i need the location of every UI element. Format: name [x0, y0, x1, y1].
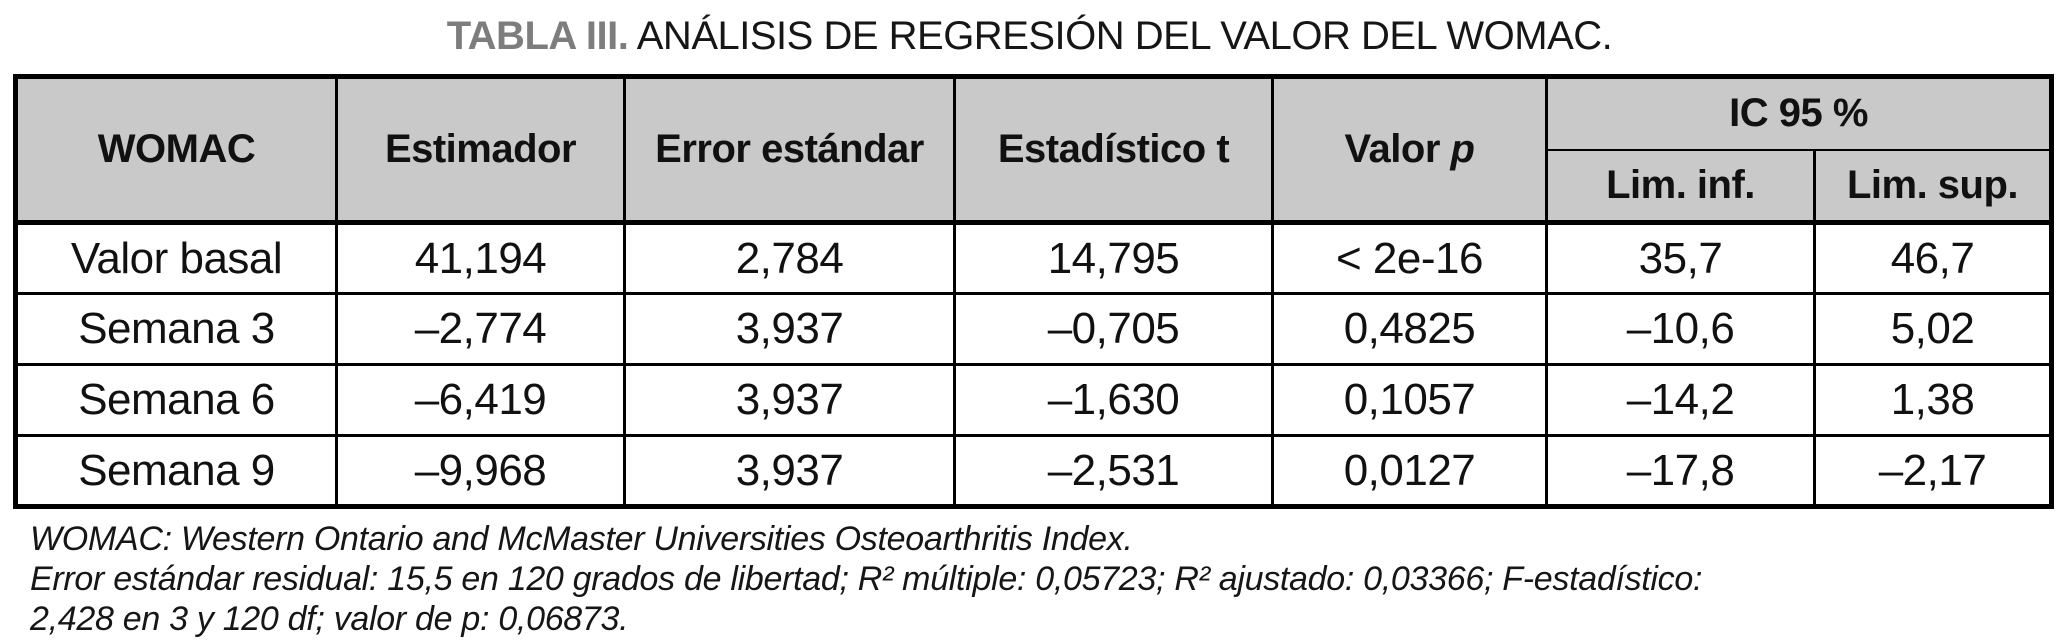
col-header-womac: WOMAC	[14, 75, 338, 224]
cell-estimador: 41,194	[335, 220, 626, 295]
col-header-lim-sup: Lim. sup.	[1812, 148, 2054, 224]
cell-lim-inf: –17,8	[1545, 434, 1816, 508]
table-title-label: TABLA III.	[446, 14, 629, 58]
table-row-valor-basal: Valor basal 41,194 2,784 14,795 < 2e-16 …	[14, 220, 2054, 295]
footnote-line-1: WOMAC: Western Ontario and McMaster Univ…	[30, 520, 1133, 558]
table-row-semana-9: Semana 9 –9,968 3,937 –2,531 0,0127 –17,…	[14, 434, 2054, 508]
cell-error-estandar: 3,937	[623, 292, 956, 366]
paper-table-page: TABLA III. ANÁLISIS DE REGRESIÓN DEL VAL…	[0, 13, 2059, 640]
row-label: Valor basal	[14, 220, 338, 295]
cell-valor-p: 0,4825	[1271, 292, 1548, 366]
cell-error-estandar: 3,937	[623, 363, 956, 437]
table-footnotes: WOMAC: Western Ontario and McMaster Univ…	[30, 519, 2059, 639]
col-header-estimador: Estimador	[335, 75, 626, 224]
table-row-semana-6: Semana 6 –6,419 3,937 –1,630 0,1057 –14,…	[14, 363, 2054, 437]
cell-lim-inf: –10,6	[1545, 292, 1816, 366]
valor-p-prefix: Valor	[1344, 127, 1441, 171]
cell-estimador: –9,968	[335, 434, 626, 508]
cell-estadistico-t: –0,705	[953, 292, 1274, 366]
cell-lim-inf: –14,2	[1545, 363, 1816, 437]
cell-lim-sup: 46,7	[1812, 220, 2054, 295]
col-header-estadistico-t: Estadístico t	[953, 75, 1274, 224]
cell-estadistico-t: –1,630	[953, 363, 1274, 437]
footnote-line-3: 2,428 en 3 y 120 df; valor de p: 0,06873…	[30, 600, 629, 638]
row-label: Semana 6	[14, 363, 338, 437]
cell-estadistico-t: 14,795	[953, 220, 1274, 295]
cell-valor-p: < 2e-16	[1271, 220, 1548, 295]
cell-lim-inf: 35,7	[1545, 220, 1816, 295]
col-header-error-estandar: Error estándar	[623, 75, 956, 224]
cell-valor-p: 0,0127	[1271, 434, 1548, 508]
table-body: Valor basal 41,194 2,784 14,795 < 2e-16 …	[14, 220, 2054, 508]
cell-lim-sup: 1,38	[1812, 363, 2054, 437]
cell-lim-sup: 5,02	[1812, 292, 2054, 366]
col-header-lim-inf: Lim. inf.	[1545, 148, 1816, 224]
cell-valor-p: 0,1057	[1271, 363, 1548, 437]
valor-p-variable: p	[1450, 127, 1475, 171]
table-header: WOMAC Estimador Error estándar Estadísti…	[14, 75, 2054, 224]
cell-estadistico-t: –2,531	[953, 434, 1274, 508]
table-title-text: ANÁLISIS DE REGRESIÓN DEL VALOR DEL WOMA…	[636, 14, 1613, 58]
row-label: Semana 3	[14, 292, 338, 366]
cell-lim-sup: –2,17	[1812, 434, 2054, 508]
table-row-semana-3: Semana 3 –2,774 3,937 –0,705 0,4825 –10,…	[14, 292, 2054, 366]
footnote-line-2: Error estándar residual: 15,5 en 120 gra…	[30, 560, 1703, 598]
cell-error-estandar: 3,937	[623, 434, 956, 508]
col-header-ic95: IC 95 %	[1544, 75, 2054, 151]
col-header-valor-p: Valor p	[1271, 75, 1548, 224]
cell-estimador: –6,419	[335, 363, 626, 437]
regression-table: WOMAC Estimador Error estándar Estadísti…	[13, 74, 2055, 509]
table-title: TABLA III. ANÁLISIS DE REGRESIÓN DEL VAL…	[0, 13, 2059, 59]
cell-estimador: –2,774	[335, 292, 626, 366]
cell-error-estandar: 2,784	[623, 220, 956, 295]
row-label: Semana 9	[14, 434, 338, 508]
